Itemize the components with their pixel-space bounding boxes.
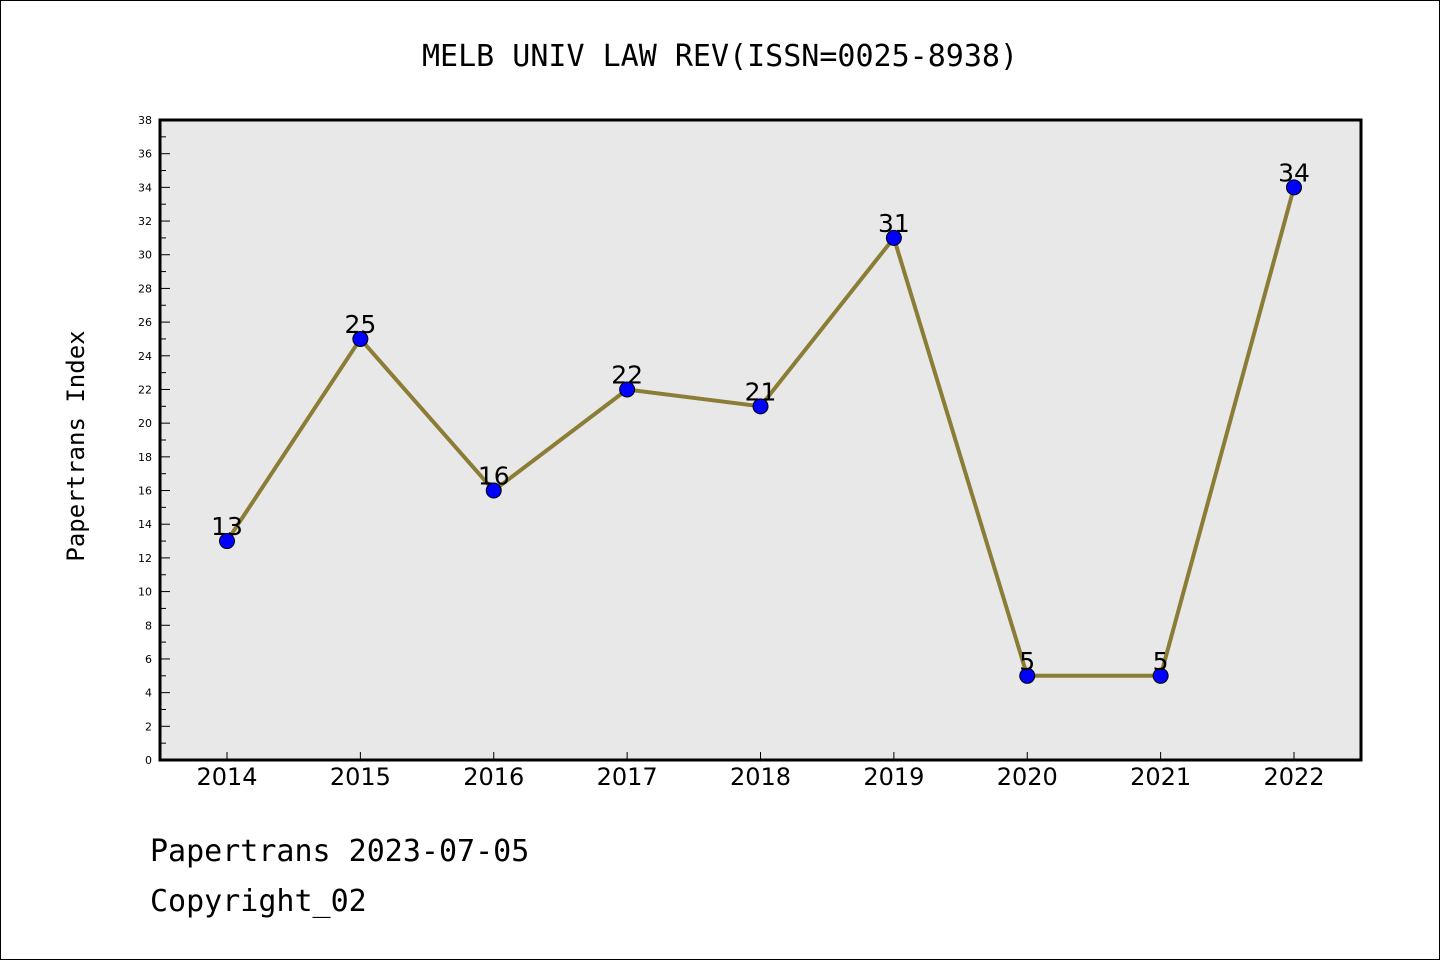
data-point <box>219 533 235 550</box>
x-tick-label: 2015 <box>330 763 391 791</box>
data-point <box>752 398 769 415</box>
x-tick-label: 2020 <box>997 763 1058 791</box>
x-tick-label: 2017 <box>597 763 658 791</box>
y-tick-label: 26 <box>138 316 152 329</box>
x-tick-label: 2018 <box>730 763 791 791</box>
data-label: 34 <box>1278 158 1310 187</box>
data-label: 5 <box>1153 647 1169 676</box>
data-label: 16 <box>478 462 510 491</box>
data-point <box>885 229 902 246</box>
data-label: 22 <box>611 360 643 389</box>
footer-copyright-line: Copyright_02 <box>150 884 367 919</box>
y-tick-label: 6 <box>145 653 152 666</box>
y-tick-label: 8 <box>145 619 152 632</box>
y-tick-label: 34 <box>138 181 152 194</box>
y-tick-label: 0 <box>145 754 152 767</box>
y-tick-label: 36 <box>138 148 152 161</box>
y-tick-label: 4 <box>145 687 152 700</box>
y-tick-label: 32 <box>138 215 152 228</box>
data-label: 21 <box>745 377 777 406</box>
y-tick-label: 30 <box>138 249 152 262</box>
y-tick-label: 10 <box>138 586 152 599</box>
data-label: 31 <box>878 209 910 238</box>
data-point <box>1152 667 1169 684</box>
data-point <box>1286 179 1302 196</box>
y-tick-label: 38 <box>138 114 152 127</box>
series-layer: 13 25 16 22 21 31 5 5 34 <box>211 158 1310 684</box>
y-tick-label: 18 <box>138 451 152 464</box>
plot-area <box>158 118 1363 762</box>
x-tick-label: 2021 <box>1130 763 1191 791</box>
data-label: 13 <box>211 512 243 541</box>
chart-title: MELB UNIV LAW REV(ISSN=0025-8938) <box>422 39 1018 74</box>
data-point <box>619 381 636 398</box>
y-tick-label: 28 <box>138 282 152 295</box>
y-tick-label: 12 <box>138 552 152 565</box>
y-tick-label: 16 <box>138 485 152 498</box>
y-tick-label: 20 <box>138 417 152 430</box>
y-axis-label: Papertrans Index <box>62 330 90 561</box>
x-tick-label: 2014 <box>196 763 257 791</box>
y-tick-label: 14 <box>138 518 152 531</box>
x-tick-label: 2016 <box>463 763 524 791</box>
data-point <box>485 482 502 499</box>
x-tick-label: 2019 <box>863 763 924 791</box>
y-tick-label: 24 <box>138 350 152 363</box>
data-point <box>1019 667 1036 684</box>
y-tick-label: 22 <box>138 383 152 396</box>
y-tick-label: 2 <box>145 720 152 733</box>
x-axis: 2014 2015 2016 2017 2018 2019 2020 2021 2022 <box>196 752 1325 791</box>
data-label: 25 <box>344 310 376 339</box>
x-tick-label: 2022 <box>1263 763 1324 791</box>
data-label: 5 <box>1019 647 1035 676</box>
data-point <box>352 330 369 347</box>
footer-date-line: Papertrans 2023-07-05 <box>150 834 530 869</box>
